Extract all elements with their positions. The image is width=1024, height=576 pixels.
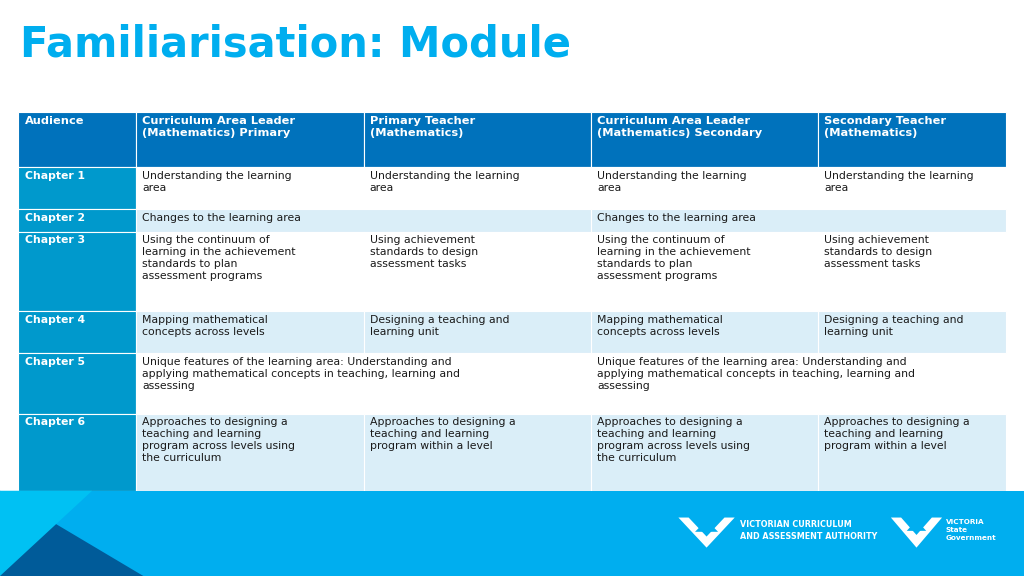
Polygon shape xyxy=(695,520,718,532)
Polygon shape xyxy=(907,520,926,531)
Bar xyxy=(364,414,591,491)
Text: Approaches to designing a
teaching and learning
program within a level: Approaches to designing a teaching and l… xyxy=(824,417,970,451)
Text: Understanding the learning
area: Understanding the learning area xyxy=(597,171,746,193)
Text: Chapter 5: Chapter 5 xyxy=(25,357,85,366)
Bar xyxy=(818,112,1006,168)
Bar xyxy=(591,232,818,311)
Text: Secondary Teacher
(Mathematics): Secondary Teacher (Mathematics) xyxy=(824,116,946,138)
Polygon shape xyxy=(0,491,92,576)
Polygon shape xyxy=(0,491,143,576)
Text: VICTORIA
State
Government: VICTORIA State Government xyxy=(946,520,996,541)
Bar xyxy=(364,311,591,353)
Text: Chapter 3: Chapter 3 xyxy=(25,235,85,245)
Bar xyxy=(136,353,591,414)
Bar xyxy=(364,168,591,210)
Text: Unique features of the learning area: Understanding and
applying mathematical co: Unique features of the learning area: Un… xyxy=(142,357,461,391)
Bar xyxy=(136,210,591,232)
Text: Curriculum Area Leader
(Mathematics) Secondary: Curriculum Area Leader (Mathematics) Sec… xyxy=(597,116,762,138)
Text: Using achievement
standards to design
assessment tasks: Using achievement standards to design as… xyxy=(824,235,933,269)
Text: Designing a teaching and
learning unit: Designing a teaching and learning unit xyxy=(370,314,509,336)
Bar xyxy=(18,353,136,414)
Text: Understanding the learning
area: Understanding the learning area xyxy=(824,171,974,193)
Polygon shape xyxy=(678,517,734,548)
Bar xyxy=(591,112,818,168)
Text: Chapter 1: Chapter 1 xyxy=(25,171,85,181)
Bar xyxy=(18,112,136,168)
Text: Curriculum Area Leader
(Mathematics) Primary: Curriculum Area Leader (Mathematics) Pri… xyxy=(142,116,296,138)
Polygon shape xyxy=(891,517,942,548)
Text: Approaches to designing a
teaching and learning
program across levels using
the : Approaches to designing a teaching and l… xyxy=(142,417,295,463)
Bar xyxy=(591,414,818,491)
Bar xyxy=(818,232,1006,311)
Text: Using the continuum of
learning in the achievement
standards to plan
assessment : Using the continuum of learning in the a… xyxy=(142,235,296,281)
Bar xyxy=(18,311,136,353)
Text: Understanding the learning
area: Understanding the learning area xyxy=(370,171,519,193)
Text: VICTORIAN CURRICULUM
AND ASSESSMENT AUTHORITY: VICTORIAN CURRICULUM AND ASSESSMENT AUTH… xyxy=(739,520,878,541)
Text: Changes to the learning area: Changes to the learning area xyxy=(597,213,756,223)
Bar xyxy=(591,311,818,353)
Bar xyxy=(0,491,1024,576)
Text: Designing a teaching and
learning unit: Designing a teaching and learning unit xyxy=(824,314,964,336)
Bar xyxy=(136,112,364,168)
Text: Changes to the learning area: Changes to the learning area xyxy=(142,213,301,223)
Bar xyxy=(591,210,1006,232)
Text: Using achievement
standards to design
assessment tasks: Using achievement standards to design as… xyxy=(370,235,478,269)
Bar xyxy=(18,414,136,491)
Bar xyxy=(136,232,364,311)
Text: Mapping mathematical
concepts across levels: Mapping mathematical concepts across lev… xyxy=(142,314,268,336)
Text: Approaches to designing a
teaching and learning
program across levels using
the : Approaches to designing a teaching and l… xyxy=(597,417,750,463)
Text: Unique features of the learning area: Understanding and
applying mathematical co: Unique features of the learning area: Un… xyxy=(597,357,915,391)
Bar xyxy=(136,311,364,353)
Text: Primary Teacher
(Mathematics): Primary Teacher (Mathematics) xyxy=(370,116,475,138)
Text: Using the continuum of
learning in the achievement
standards to plan
assessment : Using the continuum of learning in the a… xyxy=(597,235,751,281)
Bar xyxy=(364,232,591,311)
Bar xyxy=(818,311,1006,353)
Text: Approaches to designing a
teaching and learning
program within a level: Approaches to designing a teaching and l… xyxy=(370,417,515,451)
Bar xyxy=(364,112,591,168)
Text: Chapter 6: Chapter 6 xyxy=(25,417,85,427)
Bar xyxy=(18,232,136,311)
Text: Audience: Audience xyxy=(25,116,84,126)
Bar xyxy=(591,353,1006,414)
Text: Mapping mathematical
concepts across levels: Mapping mathematical concepts across lev… xyxy=(597,314,723,336)
Text: Chapter 2: Chapter 2 xyxy=(25,213,85,223)
Text: Understanding the learning
area: Understanding the learning area xyxy=(142,171,292,193)
Bar xyxy=(818,414,1006,491)
Bar xyxy=(136,414,364,491)
Bar xyxy=(18,168,136,210)
Text: Chapter 4: Chapter 4 xyxy=(25,314,85,324)
Bar xyxy=(591,168,818,210)
Bar xyxy=(18,210,136,232)
Bar xyxy=(136,168,364,210)
Bar xyxy=(818,168,1006,210)
Text: Familiarisation: Module: Familiarisation: Module xyxy=(20,23,571,65)
